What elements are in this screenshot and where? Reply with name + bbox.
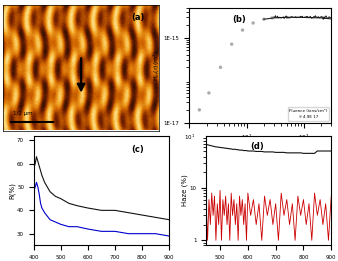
Point: [206, 91, 212, 95]
Point: [261, 17, 267, 21]
Point: [229, 42, 235, 46]
Legend: 4.9E 17: 4.9E 17: [288, 107, 329, 121]
Point: [269, 16, 275, 20]
Point: [197, 108, 202, 112]
Point: [250, 21, 256, 25]
Text: (d): (d): [250, 142, 264, 151]
Y-axis label: Haze (%): Haze (%): [182, 175, 188, 206]
Text: (a): (a): [131, 13, 144, 22]
X-axis label: r (nm): r (nm): [249, 147, 271, 154]
Point: [218, 65, 223, 69]
Text: (b): (b): [232, 15, 246, 23]
Y-axis label: H$_{cf}$(r)(m$^2$): H$_{cf}$(r)(m$^2$): [152, 49, 162, 81]
Text: (c): (c): [131, 145, 144, 154]
Point: [240, 28, 245, 32]
Y-axis label: R(%): R(%): [9, 182, 16, 199]
Text: 1/2 μm: 1/2 μm: [13, 111, 32, 116]
